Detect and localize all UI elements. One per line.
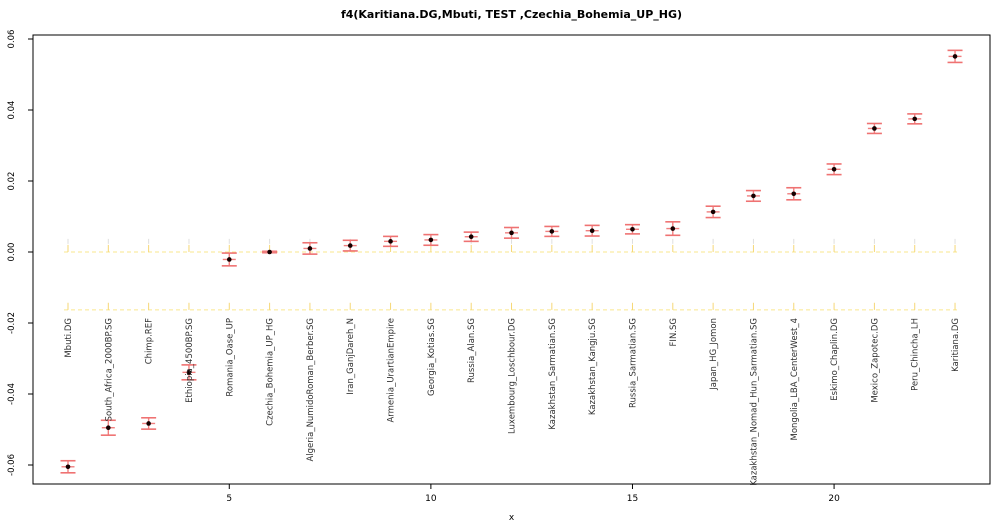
data-point: [146, 421, 151, 426]
data-point: [831, 166, 837, 172]
data-point: [509, 230, 514, 236]
category-label: Kazakhstan_Nomad_Hun_Sarmatian.SG: [749, 318, 759, 486]
category-label: Czechia_Bohemia_UP_HG: [266, 318, 276, 426]
data-point: [589, 228, 595, 233]
x-axis-tick-label: 5: [226, 494, 232, 504]
category-label: Eskimo_Chaplin.DG: [830, 318, 840, 401]
chart-title: f4(Karitiana.DG,Mbuti, TEST ,Czechia_Boh…: [340, 8, 683, 21]
category-label: Japan_HG_Jomon: [709, 318, 719, 391]
data-point: [388, 239, 393, 244]
data-point: [468, 234, 474, 240]
data-point: [267, 249, 272, 255]
y-axis-tick-label: 0.04: [7, 101, 17, 120]
x-axis-title: x: [508, 513, 515, 523]
data-point: [186, 370, 192, 375]
data-point: [347, 243, 353, 248]
category-label: Kazakhstan_Kangju.SG: [588, 318, 598, 415]
category-label: Russia_Alan.SG: [467, 318, 477, 383]
category-label: Ethiopia_4500BP.SG: [185, 318, 195, 403]
category-label: Romania_Oase_UP: [225, 318, 235, 397]
data-point: [65, 464, 71, 470]
category-label: Kazakhstan_Sarmatian.SG: [548, 318, 558, 430]
category-label: Luxembourg_Loschbour.DG: [508, 318, 518, 434]
plot-border: [32, 34, 991, 485]
data-point: [630, 226, 635, 232]
category-label: Mexico_Zapotec.DG: [870, 318, 880, 403]
category-label: FIN.SG: [669, 318, 679, 346]
y-axis-tick-label: -0.02: [7, 312, 17, 334]
data-point: [549, 229, 555, 234]
data-point: [307, 246, 313, 251]
y-axis-tick-label: 0.02: [7, 172, 17, 191]
y-axis-tick-label: 0.00: [7, 243, 17, 262]
data-point: [428, 237, 434, 243]
data-point: [106, 425, 111, 431]
data-point: [952, 54, 958, 59]
data-point: [791, 191, 797, 197]
category-label: Iran_GanjDareh_N: [346, 318, 356, 395]
data-point: [710, 209, 716, 215]
y-axis-tick-label: -0.04: [7, 383, 17, 405]
category-label: Karitiana.DG: [951, 318, 961, 372]
category-label: Chimp.REF: [145, 318, 155, 364]
data-point: [226, 257, 232, 262]
y-axis-tick-label: 0.06: [7, 30, 17, 49]
data-point: [912, 116, 918, 122]
x-axis-tick-label: 15: [627, 494, 638, 504]
x-axis-tick-label: 20: [828, 494, 840, 504]
category-label: Algeria_NumidoRoman_Berber.SG: [306, 318, 316, 462]
category-label: Georgia_Kotias.SG: [427, 318, 437, 396]
data-point: [670, 226, 676, 231]
category-label: Mongolia_LBA_CenterWest_4: [790, 318, 800, 441]
x-axis-tick-label: 10: [425, 494, 437, 504]
y-axis-tick-label: -0.06: [7, 454, 17, 476]
category-label: South_Africa_2000BP.SG: [104, 318, 114, 421]
category-label: Armenia_UrartianEmpire: [387, 318, 397, 423]
data-point: [751, 193, 756, 199]
category-label: Mbuti.DG: [64, 318, 74, 358]
category-label: Peru_Chincha_LH: [911, 318, 921, 391]
category-label: Russia_Sarmatian.SG: [628, 318, 638, 408]
data-point: [872, 126, 877, 131]
